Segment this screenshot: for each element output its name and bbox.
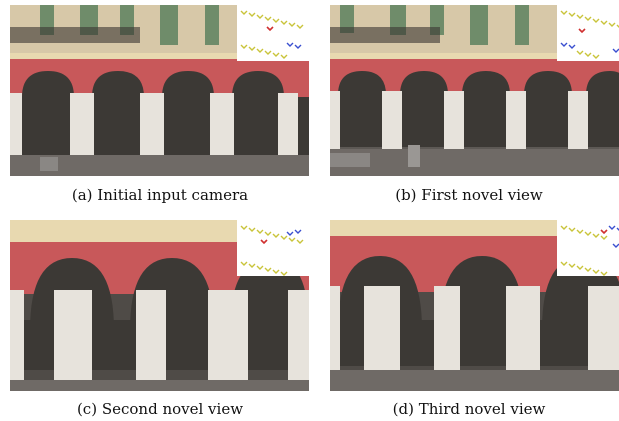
panel-c-image bbox=[10, 220, 309, 391]
camera-trajectory-inset bbox=[557, 220, 619, 276]
camera-frusta-plot bbox=[560, 225, 619, 276]
camera-trajectory-inset bbox=[237, 220, 309, 276]
camera-trajectory-inset bbox=[237, 5, 309, 61]
caption-d: (d) Third novel view bbox=[392, 400, 546, 418]
caption-a: (a) Initial input camera bbox=[71, 186, 249, 204]
panel-d-image bbox=[330, 220, 619, 391]
camera-frusta-plot bbox=[560, 10, 619, 59]
panel-b-image bbox=[330, 5, 619, 176]
caption-c: (c) Second novel view bbox=[76, 400, 244, 418]
camera-frusta-plot bbox=[240, 225, 304, 276]
caption-b: (b) First novel view bbox=[395, 186, 543, 204]
panel-a-image bbox=[10, 5, 309, 176]
camera-frusta-plot bbox=[240, 10, 304, 59]
camera-trajectory-inset bbox=[557, 5, 619, 61]
